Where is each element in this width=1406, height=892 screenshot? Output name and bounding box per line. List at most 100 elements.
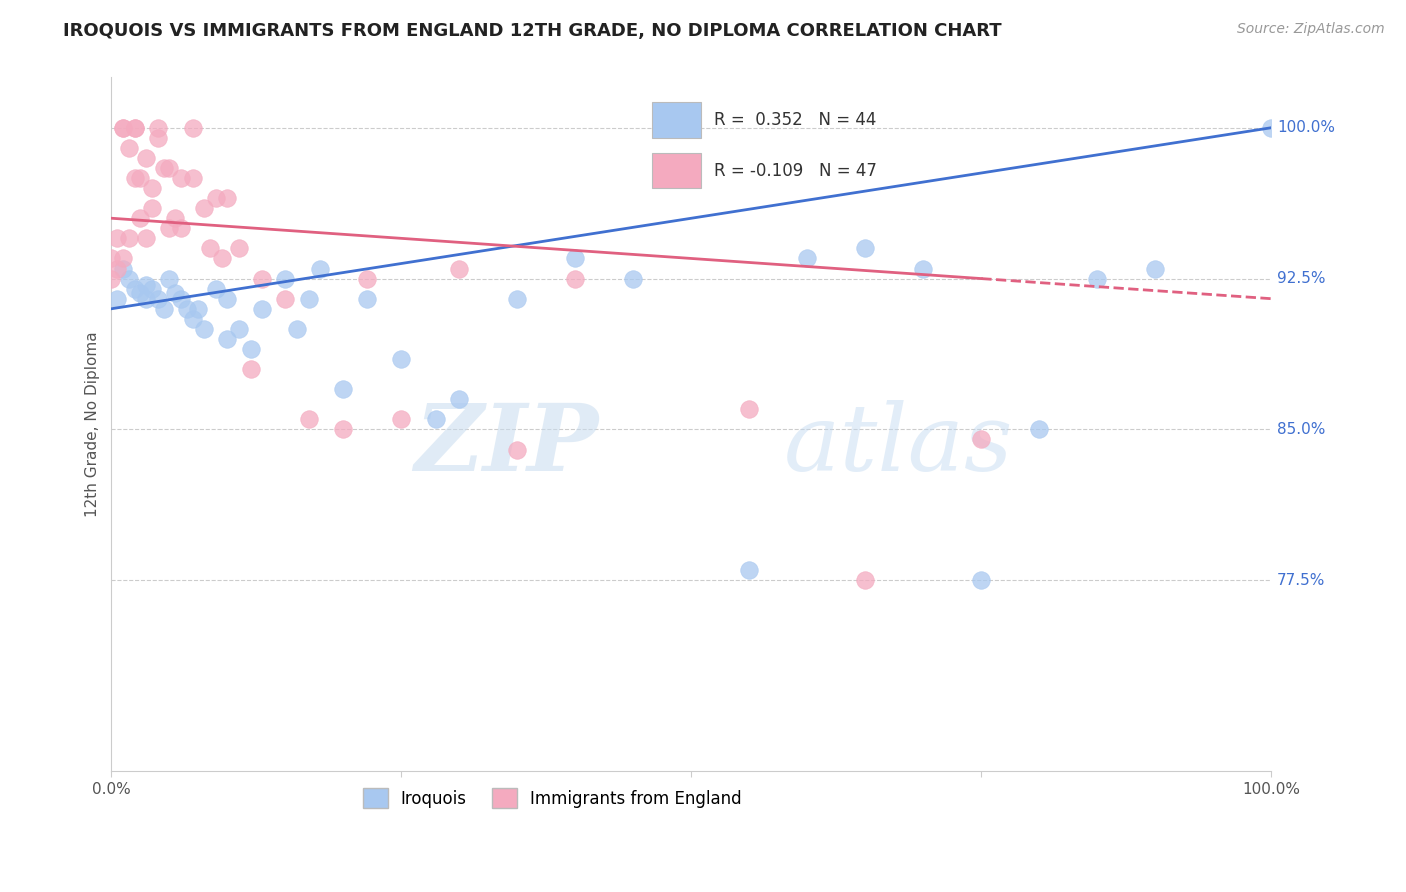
Point (250, 271, 273, 285)
Text: IROQUOIS VS IMMIGRANTS FROM ENGLAND 12TH GRADE, NO DIPLOMA CORRELATION CHART: IROQUOIS VS IMMIGRANTS FROM ENGLAND 12TH… (63, 22, 1002, 40)
Point (118, 231, 141, 245)
Point (111, 252, 134, 266)
Point (297, 412, 319, 426)
Point (165, 211, 187, 226)
Point (181, 171, 204, 186)
Point (1028, 422, 1050, 436)
Point (217, 332, 239, 346)
Point (285, 322, 308, 336)
Point (105, 231, 128, 245)
Point (141, 181, 163, 195)
Point (738, 402, 761, 417)
Text: Source: ZipAtlas.com: Source: ZipAtlas.com (1237, 22, 1385, 37)
Y-axis label: 12th Grade, No Diploma: 12th Grade, No Diploma (86, 332, 100, 517)
Point (124, 282, 146, 296)
Point (135, 292, 157, 306)
Point (217, 292, 239, 306)
Legend: Iroquois, Immigrants from England: Iroquois, Immigrants from England (356, 781, 748, 815)
Point (170, 221, 193, 235)
Point (118, 141, 141, 155)
Point (211, 252, 233, 266)
Point (506, 292, 529, 306)
Point (100, 271, 122, 285)
Point (356, 292, 378, 306)
Point (506, 442, 529, 457)
Point (146, 292, 169, 306)
Text: 85.0%: 85.0% (1277, 422, 1326, 437)
Point (170, 171, 193, 186)
Point (118, 271, 141, 285)
Point (198, 241, 221, 255)
Point (239, 362, 262, 376)
Point (332, 382, 354, 396)
Point (204, 282, 226, 296)
Point (564, 252, 586, 266)
Point (152, 301, 174, 316)
Point (332, 422, 354, 436)
Point (250, 301, 273, 316)
Point (204, 191, 226, 205)
Point (165, 285, 187, 300)
Point (146, 120, 169, 135)
Point (912, 261, 935, 276)
Point (111, 120, 134, 135)
Point (135, 231, 157, 245)
Point (274, 271, 297, 285)
Point (157, 221, 180, 235)
Text: atlas: atlas (785, 401, 1014, 491)
Point (228, 241, 250, 255)
Point (187, 301, 209, 316)
Point (193, 322, 215, 336)
Point (239, 342, 262, 356)
Point (1260, 120, 1282, 135)
Text: ZIP: ZIP (415, 401, 599, 491)
Point (170, 292, 193, 306)
Point (100, 252, 122, 266)
Point (389, 412, 412, 426)
Point (135, 277, 157, 292)
Point (124, 120, 146, 135)
Point (129, 171, 152, 186)
Point (135, 151, 157, 165)
Point (217, 191, 239, 205)
Point (124, 120, 146, 135)
Point (129, 211, 152, 226)
Point (111, 120, 134, 135)
Point (157, 161, 180, 175)
Point (356, 271, 378, 285)
Point (274, 292, 297, 306)
Point (425, 412, 447, 426)
Point (1144, 261, 1167, 276)
Point (181, 120, 204, 135)
Point (146, 130, 169, 145)
Point (1085, 271, 1108, 285)
Point (152, 161, 174, 175)
Point (176, 301, 198, 316)
Point (564, 271, 586, 285)
Point (193, 201, 215, 215)
Point (853, 574, 876, 588)
Point (389, 352, 412, 367)
Point (853, 241, 876, 255)
Point (157, 271, 180, 285)
Text: 100.0%: 100.0% (1277, 120, 1336, 136)
Text: 77.5%: 77.5% (1277, 573, 1326, 588)
Point (124, 171, 146, 186)
Point (309, 261, 332, 276)
Point (105, 261, 128, 276)
Point (970, 433, 993, 447)
Point (141, 201, 163, 215)
Point (796, 252, 818, 266)
Point (111, 261, 134, 276)
Point (228, 322, 250, 336)
Point (970, 574, 993, 588)
Point (129, 285, 152, 300)
Point (105, 292, 128, 306)
Point (621, 271, 644, 285)
Point (297, 292, 319, 306)
Point (181, 311, 204, 326)
Point (449, 261, 471, 276)
Point (738, 563, 761, 577)
Text: 92.5%: 92.5% (1277, 271, 1326, 286)
Point (449, 392, 471, 407)
